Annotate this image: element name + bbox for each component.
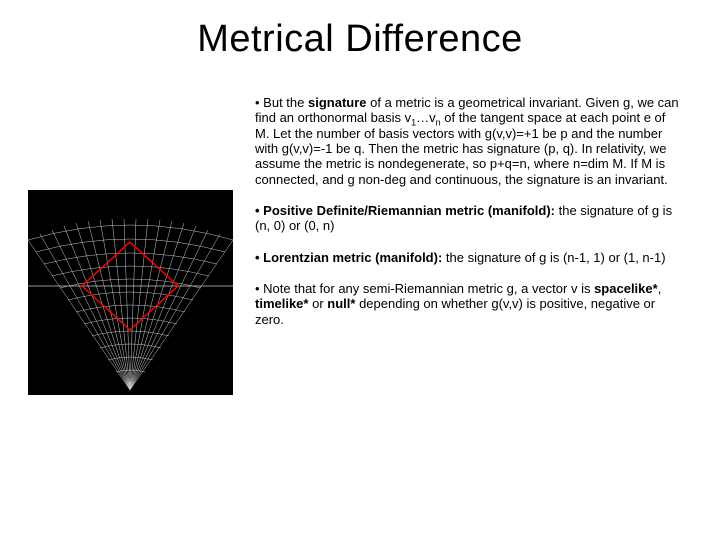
p4-timelike: timelike* (255, 296, 308, 311)
p4-c: or (308, 296, 327, 311)
p1-text: • But the (255, 95, 308, 110)
p4-null: null* (327, 296, 355, 311)
p4-spacelike: spacelike* (594, 281, 658, 296)
p1-signature: signature (308, 95, 367, 110)
slide-title: Metrical Difference (0, 18, 720, 61)
lightcone-figure (28, 190, 233, 395)
p4-a: • Note that for any semi-Riemannian metr… (255, 281, 594, 296)
paragraph-2: • Positive Definite/Riemannian metric (m… (255, 203, 683, 234)
p4-b: , (658, 281, 662, 296)
p1-text3: …v (416, 110, 436, 125)
paragraph-3: • Lorentzian metric (manifold): the sign… (255, 250, 683, 265)
p3-rest: the signature of g is (n-1, 1) or (1, n-… (442, 250, 665, 265)
body-text: • But the signature of a metric is a geo… (255, 95, 683, 343)
paragraph-4: • Note that for any semi-Riemannian metr… (255, 281, 683, 327)
paragraph-1: • But the signature of a metric is a geo… (255, 95, 683, 187)
slide-root: Metrical Difference (0, 0, 720, 540)
p3-bold: • Lorentzian metric (manifold): (255, 250, 442, 265)
figure-bg (28, 190, 233, 395)
p2-bold: • Positive Definite/Riemannian metric (m… (255, 203, 555, 218)
lightcone-svg (28, 190, 233, 395)
